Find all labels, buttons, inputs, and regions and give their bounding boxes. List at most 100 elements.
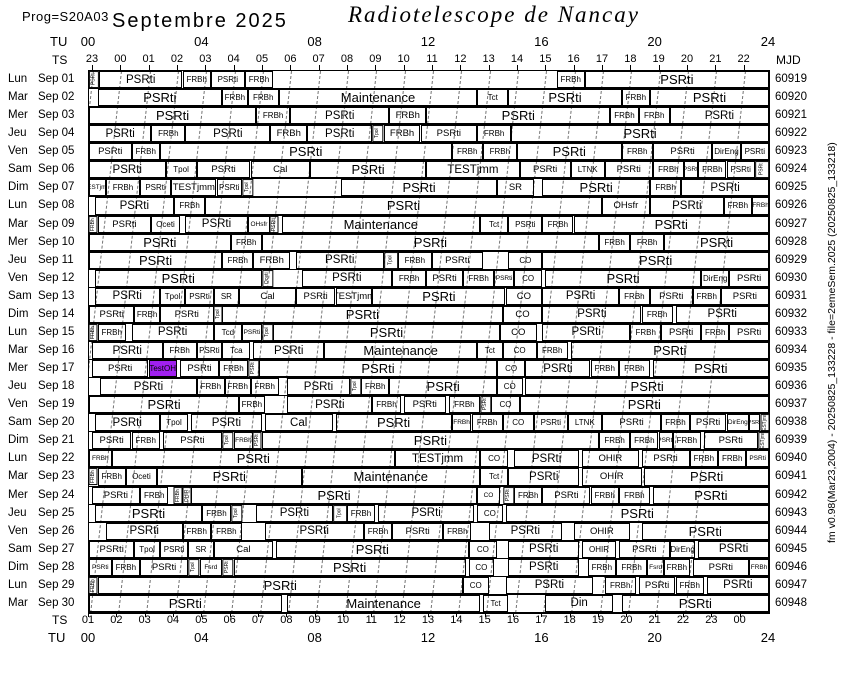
schedule-segment: PSRti xyxy=(426,269,463,287)
schedule-segment: FRBh xyxy=(383,125,421,143)
schedule-segment: LTNK xyxy=(567,414,602,432)
ts-tick-bottom: 08 xyxy=(280,614,293,626)
ts-tick-top: 20 xyxy=(680,53,694,65)
schedule-segment: FRBh xyxy=(514,486,543,504)
schedule-segment: FRBh xyxy=(202,504,231,522)
schedule-segment: PSRti xyxy=(162,432,223,450)
schedule-segment: PSRti xyxy=(273,323,500,341)
schedule-segment: PSRti xyxy=(111,450,395,468)
schedule-segment: Tpol xyxy=(159,287,186,305)
day-name: Lun xyxy=(8,452,28,465)
ts-tick-bottom: 05 xyxy=(195,614,208,626)
day-row: PSRti FRBh PSRti FRBh FRBh PSRti xyxy=(89,233,769,252)
schedule-segment: PSRti xyxy=(420,125,478,143)
schedule-segment: FRBh xyxy=(536,342,568,360)
schedule-segment: PSRti xyxy=(159,305,214,323)
tu-tick-top: 16 xyxy=(534,34,549,49)
day-name: Sam xyxy=(8,542,32,555)
schedule-segment: Tct xyxy=(480,215,509,233)
day-name: Mer xyxy=(8,235,28,248)
schedule-segment: FRBh xyxy=(131,143,160,161)
ts-tick-top: 17 xyxy=(595,53,609,65)
day-label: Mar Sep 09 xyxy=(8,215,88,233)
schedule-segment: PSRti xyxy=(261,233,599,251)
schedule-segment: FRBh xyxy=(448,396,480,414)
schedule-segment: FRBh xyxy=(162,342,197,360)
day-row: PSRti FRBh PSRti Tpol PSRti CO PSRti FRBh PSRti xyxy=(89,305,769,324)
schedule-segment: PSRti xyxy=(261,432,599,450)
ts-tick-top: 01 xyxy=(142,53,155,65)
schedule-segment: Maintenance xyxy=(301,468,480,486)
schedule-segment: PSRti xyxy=(94,269,262,287)
schedule-segment: FRBh xyxy=(641,305,673,323)
schedule-segment: PSRti xyxy=(516,143,622,161)
schedule-segment: FRBh xyxy=(599,432,631,450)
schedule-segment: Tpol xyxy=(165,161,197,179)
mjd-value: 60926 xyxy=(775,199,807,212)
schedule-segment: PSRti xyxy=(508,89,622,107)
axis-tick xyxy=(375,65,377,70)
schedule-segment: Tpol xyxy=(242,179,254,197)
schedule-segment: FRBh xyxy=(621,143,653,161)
schedule-segment: PSRti xyxy=(508,215,543,233)
tu-tick-top: 08 xyxy=(307,34,322,49)
schedule-segment: FRBh xyxy=(174,197,206,215)
schedule-segment: PSRti xyxy=(196,161,251,179)
schedule-segment: SR xyxy=(497,179,534,197)
schedule-segment: FRBh xyxy=(451,143,483,161)
schedule-segment: FRBh xyxy=(106,179,140,197)
schedule-segment: FRBh xyxy=(618,287,650,305)
schedule-segment: PSRt xyxy=(253,432,262,450)
ts-tick-bottom: 03 xyxy=(138,614,151,626)
schedule-segment: PSRti xyxy=(185,215,248,233)
day-row: PSRtiTpolPSRtiSRCalPSRtiTESTjmmPSRtiCOPS… xyxy=(89,287,769,306)
day-date: Sep 14 xyxy=(38,307,75,320)
schedule-segment: OHIR xyxy=(182,486,191,504)
schedule-segment: DirEng xyxy=(669,540,696,558)
schedule-segment: PSRti xyxy=(196,342,223,360)
schedule-segment: FRBh xyxy=(397,251,432,269)
schedule-segment: PSRti xyxy=(542,305,642,323)
day-name: Dim xyxy=(8,434,29,447)
ts-tick-bottom: 19 xyxy=(591,614,605,626)
day-label: Lun Sep 15 xyxy=(8,323,88,341)
day-row: PSRti FRBh FRBh Maintenance Tct PSRti FRBh PSRt… xyxy=(89,89,769,108)
schedule-segment: Tpol xyxy=(188,558,200,576)
schedule-segment: PSRti xyxy=(290,107,390,125)
ts-tick-bottom: 01 xyxy=(81,614,95,626)
ts-tick-top: 09 xyxy=(369,53,382,65)
schedule-segment: CO xyxy=(480,450,509,468)
axis-tick xyxy=(573,65,575,70)
schedule-segment: FRBh xyxy=(689,450,718,468)
schedule-segment: OHIR xyxy=(582,540,616,558)
ts-tick-top: 22 xyxy=(737,53,750,65)
tu-tick-top: 20 xyxy=(647,34,662,49)
mjd-value: 60920 xyxy=(775,91,807,104)
schedule-segment: PSRti xyxy=(650,287,693,305)
axis-tick xyxy=(569,612,571,617)
schedule-segment: FRBh xyxy=(599,233,631,251)
schedule-segment: TESTjmm xyxy=(335,287,373,305)
mjd-value: 60923 xyxy=(775,145,807,158)
mjd-value: 60924 xyxy=(775,163,807,176)
schedule-segment: PSRti xyxy=(392,522,444,540)
day-date: Sep 05 xyxy=(38,145,75,158)
axis-tick xyxy=(428,612,429,617)
axis-tick xyxy=(116,612,118,617)
schedule-segment: FRBh xyxy=(723,197,752,215)
schedule-segment: Tct xyxy=(480,468,509,486)
day-date: Sep 10 xyxy=(38,235,75,248)
schedule-segment: PSRti xyxy=(341,179,497,197)
ts-tick-top: 18 xyxy=(624,53,637,65)
schedule-segment: PSRti xyxy=(514,450,580,468)
schedule-segment: FRBh xyxy=(219,360,248,378)
schedule-segment: PSRti xyxy=(545,269,701,287)
axis-tick xyxy=(343,612,344,617)
day-name: Mar xyxy=(8,596,28,609)
schedule-segment: Fsrd xyxy=(647,558,665,576)
schedule-segment: TESTjmm xyxy=(89,179,106,197)
schedule-segment: DirEng xyxy=(712,143,741,161)
mjd-value: 60933 xyxy=(775,325,807,338)
schedule-segment: TESTjmm xyxy=(760,414,769,432)
